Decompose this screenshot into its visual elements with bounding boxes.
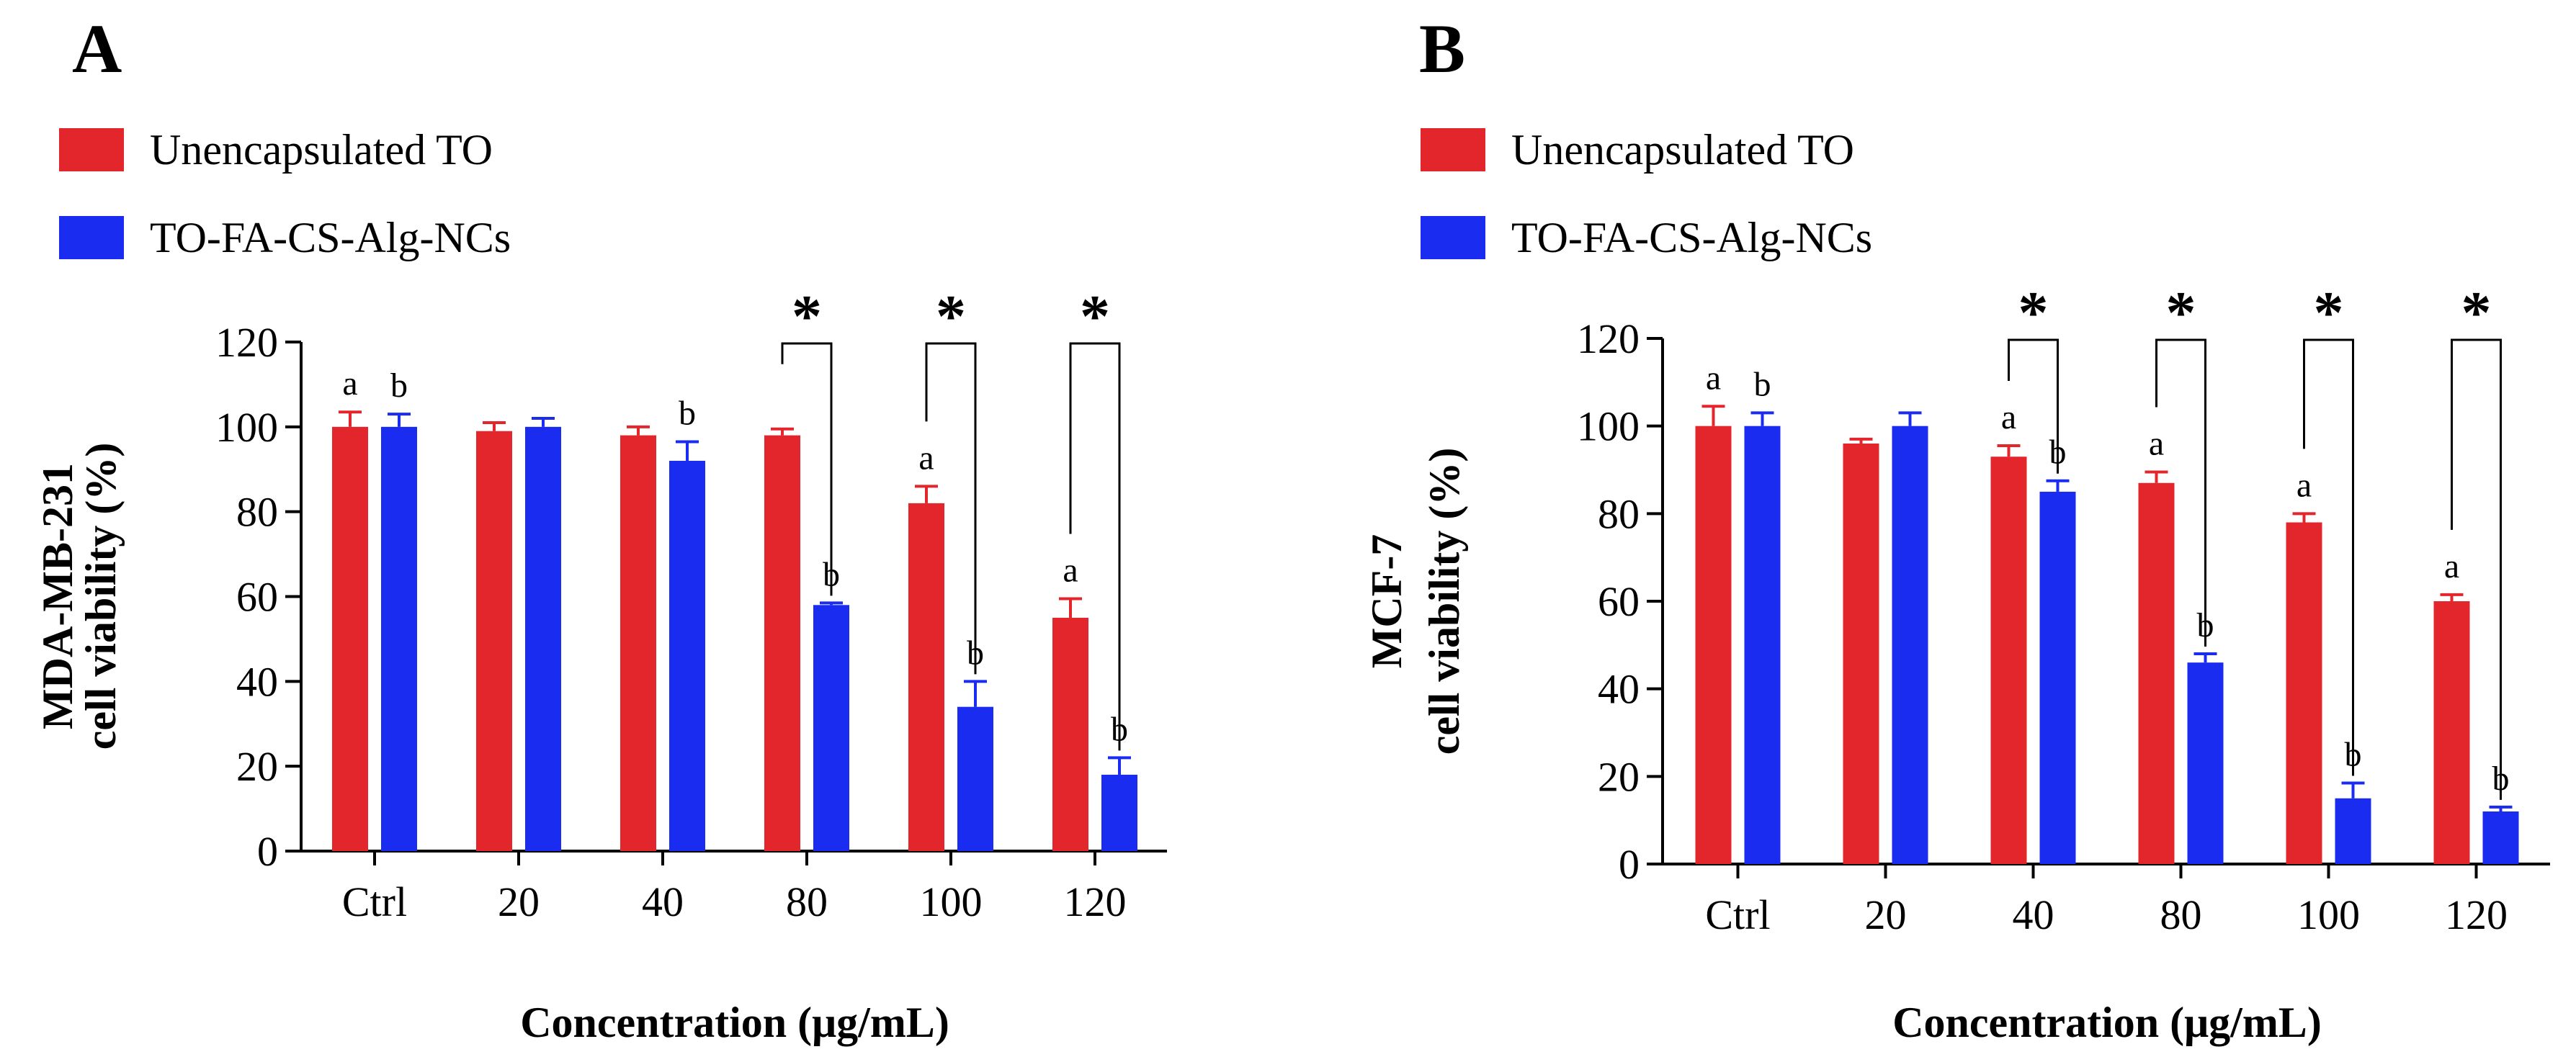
significance-star: *: [1080, 283, 1110, 350]
significance-bracket: [2155, 338, 2206, 647]
bar: [381, 426, 417, 851]
x-tick-label: 80: [786, 878, 828, 925]
y-axis-label: cell viability (%): [1421, 448, 1468, 755]
x-tick-label: 100: [2297, 891, 2360, 938]
bar: [1892, 426, 1928, 864]
panel-a: A Unencapsulated TO TO-FA-CS-Alg-NCs 0 20 40 6…: [34, 10, 1167, 1046]
significance-bracket: [2303, 338, 2354, 776]
panel-b: B Unencapsulated TO TO-FA-CS-Alg-NCs 0 20 40 6…: [1363, 10, 2550, 1046]
y-tick-label: 20: [236, 743, 278, 790]
significance-letter: b: [390, 366, 408, 405]
bar: [957, 706, 993, 851]
bar: [813, 605, 849, 851]
legend-label: Unencapsulated TO: [1511, 126, 1854, 174]
bar: [764, 435, 800, 851]
significance-star: *: [2461, 279, 2492, 346]
panel-letter: A: [72, 10, 122, 87]
y-tick-label: 120: [215, 319, 278, 366]
significance-bracket: [925, 342, 977, 675]
significance-letter: a: [1063, 551, 1078, 589]
bar: [2039, 491, 2076, 864]
panel-letter: B: [1419, 10, 1465, 87]
y-tick-label: 20: [1598, 753, 1640, 800]
x-axis-label: Concentration (μg/mL): [1892, 999, 2322, 1046]
bar: [2187, 662, 2224, 864]
x-tick-label: Ctrl: [1705, 891, 1770, 938]
y-tick-label: 80: [236, 489, 278, 536]
x-tick-label: 80: [2160, 891, 2202, 938]
bar: [2335, 798, 2371, 864]
x-axis-label: Concentration (μg/mL): [520, 999, 949, 1046]
y-tick-label: 60: [1598, 578, 1640, 625]
bar: [669, 460, 705, 851]
significance-letter: a: [1706, 359, 1721, 397]
legend-swatch: [1421, 216, 1485, 259]
y-tick-label: 40: [1598, 666, 1640, 713]
bar: [620, 435, 656, 851]
x-tick-label: 120: [1064, 878, 1127, 925]
legend-swatch: [59, 216, 124, 259]
y-tick-label: 80: [1598, 490, 1640, 537]
y-tick-label: 60: [236, 574, 278, 621]
legend-swatch: [1421, 128, 1485, 171]
significance-letter: a: [2297, 466, 2312, 504]
bar: [525, 426, 561, 851]
x-tick-label: 40: [2013, 891, 2054, 938]
significance-letter: a: [918, 438, 934, 477]
y-tick-label: 0: [1619, 841, 1640, 888]
significance-letter: a: [2444, 547, 2459, 585]
bar: [908, 503, 944, 851]
legend-label: TO-FA-CS-Alg-NCs: [150, 214, 511, 261]
x-tick-label: 20: [1865, 891, 1907, 938]
y-tick-label: 120: [1577, 315, 1640, 362]
y-tick-label: 100: [215, 404, 278, 451]
legend-label: Unencapsulated TO: [150, 126, 493, 174]
x-tick-label: 20: [498, 878, 540, 925]
y-tick-label: 0: [257, 828, 278, 875]
y-axis-label: cell viability (%): [77, 443, 125, 750]
bar: [1990, 456, 2027, 864]
significance-star: *: [936, 283, 966, 350]
bar: [476, 431, 512, 851]
significance-star: *: [2314, 279, 2344, 346]
significance-letter: a: [342, 364, 357, 402]
y-axis-label: MCF-7: [1363, 534, 1410, 669]
x-tick-label: 40: [642, 878, 684, 925]
significance-letter: b: [1754, 365, 1771, 403]
x-tick-label: 120: [2445, 891, 2508, 938]
bar: [2138, 482, 2175, 864]
bar: [1101, 774, 1137, 851]
bar: [2482, 811, 2519, 864]
legend-swatch: [59, 128, 124, 171]
y-tick-label: 100: [1577, 403, 1640, 450]
bar: [1695, 426, 1732, 864]
significance-bracket: [1069, 342, 1121, 751]
significance-star: *: [2018, 279, 2049, 346]
bar: [332, 426, 368, 851]
bar: [1052, 617, 1088, 851]
significance-star: *: [2166, 279, 2196, 346]
bar: [1843, 444, 1879, 864]
bar: [2433, 601, 2470, 864]
x-tick-label: 100: [920, 878, 983, 925]
significance-letter: a: [2149, 425, 2164, 463]
x-tick-label: Ctrl: [342, 878, 407, 925]
significance-bracket: [2451, 338, 2502, 800]
significance-bracket: [781, 342, 833, 596]
bar: [2286, 522, 2322, 864]
significance-bracket: [2008, 338, 2059, 474]
bar: [1744, 426, 1781, 864]
y-tick-label: 40: [236, 658, 278, 705]
significance-star: *: [792, 283, 822, 350]
significance-letter: a: [2001, 398, 2016, 436]
legend-label: TO-FA-CS-Alg-NCs: [1511, 214, 1872, 261]
significance-letter: b: [679, 394, 696, 432]
y-axis-label: MDA-MB-231: [34, 463, 81, 729]
